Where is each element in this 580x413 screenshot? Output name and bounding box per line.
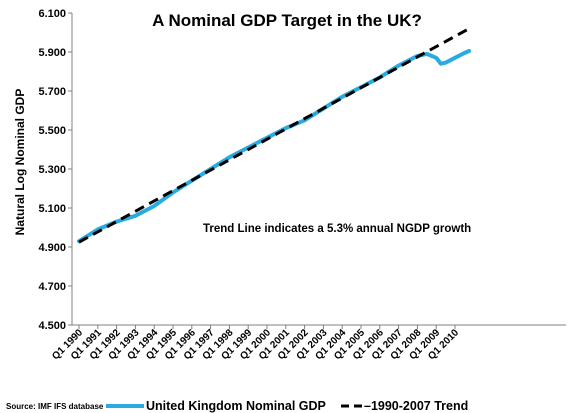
y-tick-label: 5.700 bbox=[38, 86, 66, 98]
y-axis-label: Natural Log Nominal GDP bbox=[13, 89, 27, 236]
y-tick-labels: 4.500 4.700 4.900 5.100 5.300 5.500 5.700 5.900… bbox=[38, 8, 66, 332]
y-tick-label: 4.900 bbox=[38, 242, 66, 254]
y-tick-label: 4.500 bbox=[38, 320, 66, 332]
series-line-trend bbox=[78, 27, 470, 244]
y-tick-label: 5.300 bbox=[38, 164, 66, 176]
chart-annotation: Trend Line indicates a 5.3% annual NGDP … bbox=[203, 223, 471, 235]
y-tick-label: 5.100 bbox=[38, 203, 66, 215]
axes bbox=[68, 12, 566, 329]
y-tick-label: 4.700 bbox=[38, 281, 66, 293]
y-tick-label: 6.100 bbox=[38, 8, 66, 20]
legend-label-trend: –1990-2007 Trend bbox=[364, 399, 468, 413]
legend: United Kingdom Nominal GDP –1990-2007 Tr… bbox=[106, 399, 468, 413]
series-group bbox=[77, 27, 472, 244]
y-tick-label: 5.500 bbox=[38, 125, 66, 137]
legend-label-uk-ngdp: United Kingdom Nominal GDP bbox=[146, 399, 326, 413]
series-line-uk-nominal-gdp bbox=[77, 49, 472, 244]
source-note: Source: IMF IFS database bbox=[6, 402, 104, 411]
chart-title: A Nominal GDP Target in the UK? bbox=[152, 11, 422, 30]
y-tick-label: 5.900 bbox=[38, 47, 66, 59]
